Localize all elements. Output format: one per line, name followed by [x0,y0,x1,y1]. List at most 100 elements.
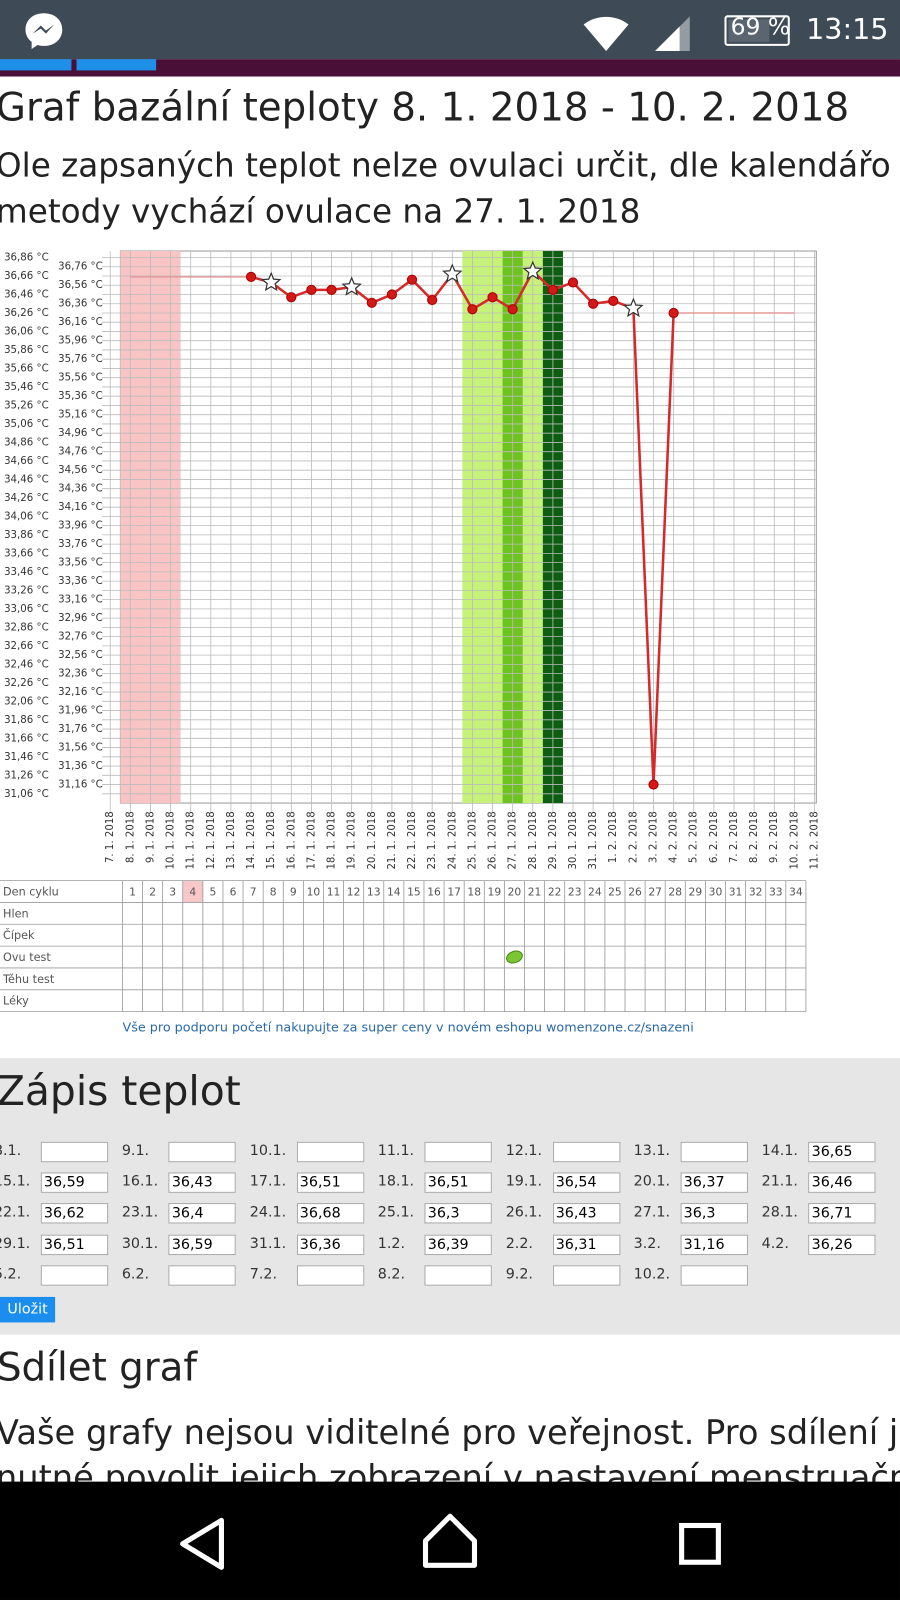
x-tick-label: 4. 2. 2018 [669,811,680,863]
y-tick-label: 33,46 °C [4,567,49,578]
x-tick-label: 1. 2. 2018 [608,811,619,863]
y-tick-label: 33,26 °C [4,585,49,596]
temperature-input[interactable]: 36,51 [40,1234,109,1255]
date-label: 27.1. [633,1204,671,1221]
x-tick-label: 15. 1. 2018 [266,811,277,869]
temperature-input[interactable] [680,1265,748,1286]
promo-link[interactable]: Vše pro podporu početí nakupujte za supe… [122,1019,694,1035]
y-tick-label: 35,76 °C [58,354,103,365]
top-nav-strip [0,59,900,77]
date-label: 17.1. [249,1173,287,1190]
x-tick-label: 14. 1. 2018 [246,811,257,869]
date-label: 28.1. [761,1204,798,1221]
y-tick-label: 31,26 °C [4,770,49,781]
temperature-input[interactable] [40,1141,109,1163]
temperature-input[interactable]: 36,51 [424,1172,493,1194]
temperature-input[interactable] [552,1141,620,1163]
x-tick-label: 6. 2. 2018 [709,811,720,863]
day-number: 24 [588,886,602,899]
date-label: 3.2. [633,1235,661,1252]
point-marker [467,304,478,315]
day-number: 5 [210,886,217,899]
day-number: 30 [709,886,723,899]
y-tick-label: 34,46 °C [4,474,49,485]
temperature-input[interactable]: 36,3 [680,1203,748,1224]
day-number: 34 [789,886,803,899]
temperature-input[interactable] [40,1265,109,1286]
nav-tab[interactable] [76,59,157,71]
day-number: 8 [270,886,277,899]
y-tick-label: 35,36 °C [58,391,103,402]
temperature-input[interactable]: 36,51 [296,1172,365,1194]
point-marker [406,274,418,285]
temperature-input[interactable]: 36,62 [40,1203,109,1224]
x-tick-label: 26. 1. 2018 [488,811,499,869]
temperature-input[interactable]: 36,71 [808,1203,876,1224]
day-number: 10 [307,886,321,899]
x-tick-label: 10. 1. 2018 [166,811,177,869]
x-tick-label: 18. 1. 2018 [327,811,338,869]
x-tick-label: 2. 2. 2018 [628,811,639,863]
temperature-input[interactable]: 36,43 [552,1203,620,1224]
temperature-input[interactable]: 36,46 [808,1172,876,1194]
y-tick-label: 36,86 °C [4,252,49,263]
recents-button[interactable] [679,1522,721,1565]
y-tick-label: 36,06 °C [4,326,49,337]
date-label: 21.1. [761,1173,798,1190]
y-tick-label: 32,56 °C [58,650,103,661]
y-tick-label: 32,36 °C [58,669,103,680]
date-label: 10.2. [633,1266,671,1283]
back-button[interactable] [180,1517,224,1570]
day-number: 2 [149,886,156,899]
point-marker [326,284,337,295]
temperature-input[interactable]: 36,4 [168,1203,237,1224]
temperature-input[interactable]: 36,39 [424,1234,493,1255]
home-button[interactable] [422,1513,478,1568]
x-tick-label: 5. 2. 2018 [689,811,700,863]
temperature-input[interactable]: 36,37 [680,1172,748,1194]
temperature-input[interactable]: 36,26 [808,1234,876,1255]
y-tick-label: 34,06 °C [4,511,49,522]
row-label: Ovu test [3,951,51,964]
day-number: 28 [668,886,682,899]
day-number: 9 [290,886,297,899]
date-label: 25.1. [377,1204,415,1221]
save-button[interactable]: Uložit [0,1296,56,1323]
temperature-input[interactable] [296,1141,365,1163]
y-tick-label: 36,36 °C [58,299,103,310]
x-tick-label: 25. 1. 2018 [467,811,478,869]
temperature-input[interactable]: 36,31 [552,1234,620,1255]
date-label: 6.2. [121,1266,150,1283]
temperature-input[interactable] [168,1265,237,1286]
temperature-input[interactable] [424,1265,493,1286]
temperature-input[interactable]: 36,43 [168,1172,237,1194]
temperature-input[interactable]: 36,68 [296,1203,365,1224]
day-number: 25 [608,886,622,899]
nav-tab[interactable] [0,59,72,71]
y-tick-label: 36,66 °C [4,271,49,282]
x-tick-label: 22. 1. 2018 [407,811,418,869]
y-tick-label: 31,66 °C [4,733,49,744]
row-label: Těhu test [2,973,55,986]
temperature-input[interactable] [552,1265,620,1286]
temperature-input[interactable] [296,1265,365,1286]
temperature-input[interactable]: 36,36 [296,1234,365,1255]
temperature-input[interactable]: 36,65 [808,1141,876,1163]
temperature-input[interactable]: 36,59 [40,1172,109,1194]
point-marker [507,304,518,315]
day-number: 26 [628,886,642,899]
temperature-input[interactable]: 36,54 [552,1172,620,1194]
temperature-input[interactable] [168,1141,237,1163]
point-marker [366,297,377,308]
temperature-input[interactable]: 36,3 [424,1203,493,1224]
temperature-input[interactable] [424,1141,493,1163]
day-number: 14 [387,886,401,899]
temperature-input[interactable]: 31,16 [680,1234,748,1255]
x-tick-label: 23. 1. 2018 [427,811,438,869]
temperature-input[interactable]: 36,59 [168,1234,237,1255]
temperature-input[interactable] [680,1141,748,1163]
day-number: 27 [648,886,662,899]
y-tick-label: 33,66 °C [4,548,49,559]
x-tick-label: 24. 1. 2018 [447,811,458,869]
